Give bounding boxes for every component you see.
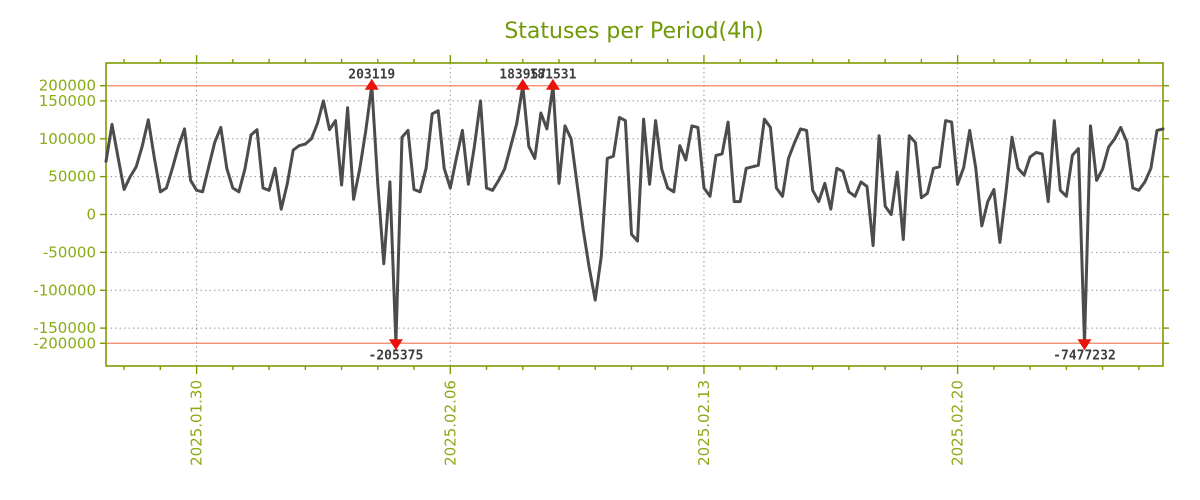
y-tick-label: 150000 xyxy=(39,92,96,110)
y-tick-label: -150000 xyxy=(33,319,96,337)
y-tick-label: -200000 xyxy=(33,334,96,352)
y-tick-label: 100000 xyxy=(39,130,96,148)
annotation-label: -7477232 xyxy=(1053,348,1116,363)
peak-marker xyxy=(515,78,530,90)
annotation-label: 181531 xyxy=(529,68,576,83)
y-tick-label: -100000 xyxy=(33,281,96,299)
x-tick-label: 2025.01.30 xyxy=(188,380,206,466)
x-tick-label: 2025.02.13 xyxy=(695,380,713,466)
y-tick-label: 50000 xyxy=(48,168,96,186)
y-tick-label: 200000 xyxy=(39,77,96,95)
annotation-label: 183957 xyxy=(499,68,546,83)
peak-marker xyxy=(545,78,560,90)
dip-marker xyxy=(388,339,403,351)
series-line xyxy=(104,84,1165,345)
dip-marker xyxy=(1077,339,1092,351)
x-tick-label: 2025.02.20 xyxy=(949,380,967,466)
annotation-label: -205375 xyxy=(369,348,424,363)
peak-marker xyxy=(364,78,379,90)
x-tick-label: 2025.02.06 xyxy=(441,380,459,466)
y-tick-label: -50000 xyxy=(43,243,96,261)
y-tick-label: 0 xyxy=(86,206,96,224)
annotation-label: 203119 xyxy=(348,68,395,83)
chart-title: Statuses per Period(4h) xyxy=(504,19,763,44)
